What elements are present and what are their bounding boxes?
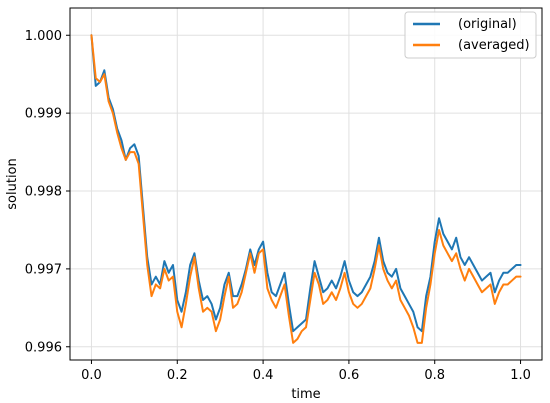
series-lines	[90, 34, 522, 344]
x-tick-label: 0.6	[339, 368, 360, 383]
axis-ticks: 0.0 0.2 0.4 0.6 0.8 1.0 0.996 0.997 0.998 0.999 1.…	[25, 29, 531, 383]
legend: (original) (averaged)	[404, 11, 537, 59]
y-tick-label: 0.996	[25, 340, 62, 355]
y-tick-label: 1.000	[25, 29, 62, 44]
y-tick-label: 0.997	[25, 262, 62, 277]
x-tick-label: 0.0	[81, 368, 102, 383]
plot-frame	[69, 7, 543, 361]
grid-lines	[70, 8, 542, 360]
x-tick-label: 1.0	[510, 368, 531, 383]
y-tick-label: 0.999	[25, 107, 62, 122]
legend-label-original: (original)	[458, 17, 517, 32]
series-line-averaged	[90, 34, 522, 344]
x-axis-title: time	[291, 387, 320, 402]
x-tick-label: 0.2	[167, 368, 188, 383]
y-tick-label: 0.998	[25, 185, 62, 200]
legend-label-averaged: (averaged)	[458, 38, 530, 53]
y-axis-title: solution	[5, 158, 20, 209]
series-line-original	[90, 34, 522, 333]
x-tick-label: 0.4	[253, 368, 274, 383]
x-tick-label: 0.8	[424, 368, 445, 383]
